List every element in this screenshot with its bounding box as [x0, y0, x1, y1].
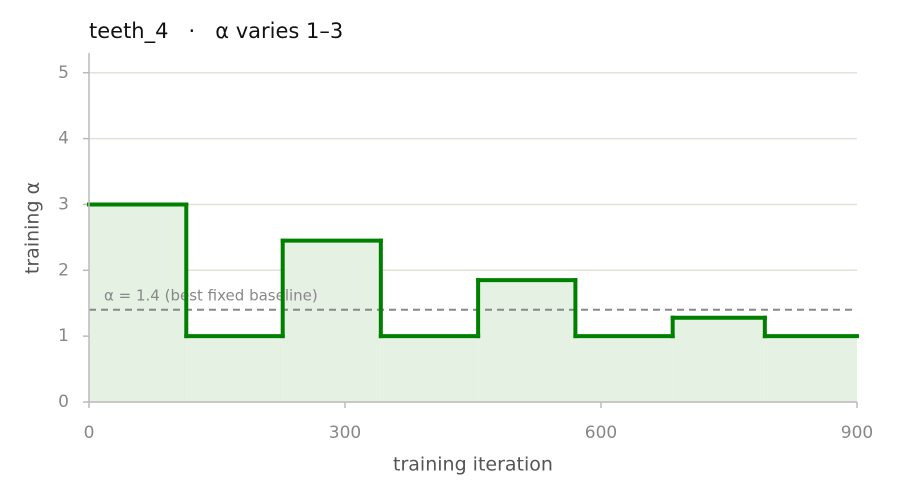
y-tick-label: 4 [58, 129, 69, 149]
x-tick-label: 900 [841, 423, 873, 443]
area-fill [186, 336, 283, 402]
y-tick-label: 1 [58, 326, 69, 346]
area-fill [282, 240, 381, 402]
y-tick-label: 3 [58, 194, 69, 214]
area-fill [672, 317, 765, 402]
y-tick-label: 0 [58, 392, 69, 412]
chart-title: teeth_4 · α varies 1–3 [89, 19, 343, 44]
y-tick-label: 2 [58, 260, 69, 280]
y-axis-label: training α [22, 182, 44, 274]
area-fill [380, 336, 479, 402]
x-tick-label: 300 [329, 423, 361, 443]
y-tick-label: 5 [58, 63, 69, 83]
baseline-label: α = 1.4 (best fixed baseline) [104, 286, 318, 304]
area-fill [89, 204, 187, 402]
x-axis-label: training iteration [393, 454, 553, 476]
area-fill [575, 336, 673, 402]
x-tick-label: 0 [84, 423, 95, 443]
x-tick-label: 600 [585, 423, 617, 443]
area-fill [478, 280, 576, 402]
area-fill [764, 336, 857, 402]
